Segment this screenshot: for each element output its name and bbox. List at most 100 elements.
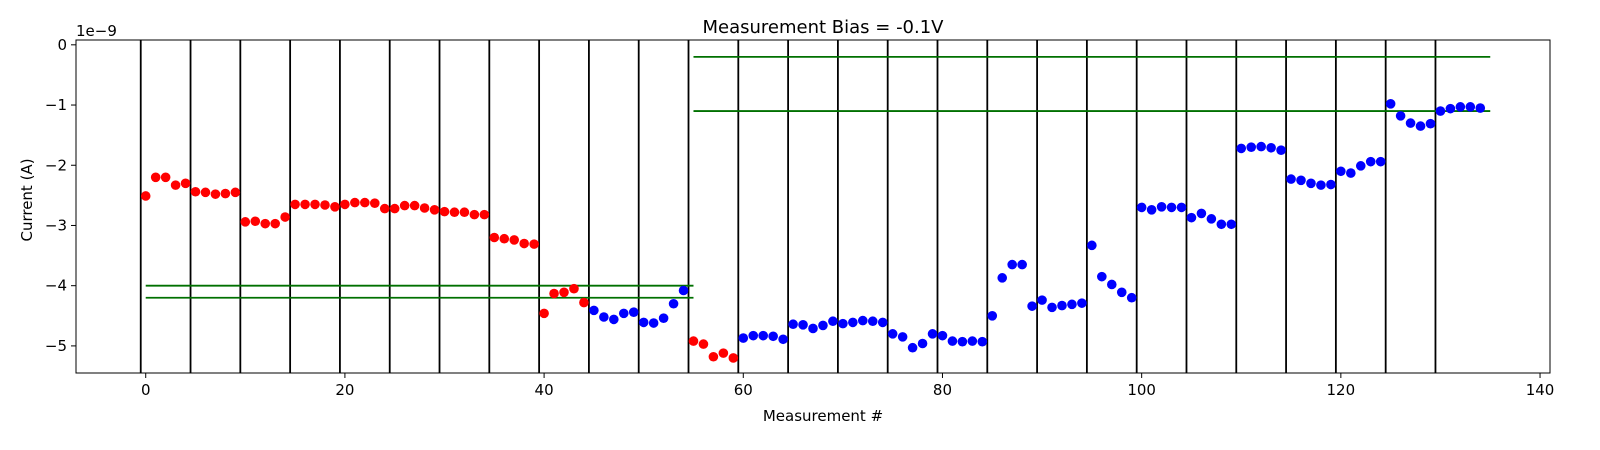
blue-data-point [1196, 208, 1207, 219]
red-data-point [539, 308, 549, 319]
red-data-point [688, 336, 699, 346]
red-data-point [429, 205, 440, 215]
blue-data-point [897, 332, 908, 342]
blue-data-point [1087, 240, 1097, 251]
blue-data-point [1475, 103, 1486, 113]
blue-data-point [917, 338, 928, 349]
blue-data-point [1047, 302, 1057, 313]
red-data-point [718, 348, 729, 358]
blue-data-point [1385, 99, 1396, 109]
red-data-point [399, 200, 410, 211]
threshold-lines [145, 55, 1491, 299]
blue-data-point [828, 316, 838, 327]
blue-data-point [1445, 103, 1456, 114]
blue-data-point [748, 330, 759, 341]
blue-data-point [937, 330, 948, 341]
blue-data-point [1336, 166, 1346, 177]
blue-data-point [1365, 156, 1376, 167]
red-data-point [290, 199, 300, 210]
blue-data-point [977, 336, 988, 347]
red-data-point [379, 203, 390, 214]
red-data-point [150, 172, 161, 183]
blue-data-point [668, 298, 679, 309]
blue-data-point [1375, 156, 1386, 167]
red-data-point [250, 216, 261, 227]
red-data-point [489, 232, 500, 243]
red-data-point [320, 200, 330, 210]
blue-data-point [1206, 214, 1217, 224]
blue-data-point [867, 316, 878, 327]
blue-data-point [599, 312, 609, 322]
x-tick-label: 60 [734, 381, 753, 399]
red-data-point [200, 187, 211, 198]
blue-data-point [778, 334, 788, 345]
blue-data-point [1425, 118, 1436, 129]
blue-data-point [967, 336, 978, 346]
blue-data-point [1146, 205, 1157, 215]
red-data-point [220, 188, 231, 199]
red-data-point [330, 202, 340, 212]
blue-data-point [818, 320, 828, 331]
red-data-point [350, 197, 360, 208]
y-tick-label: −3 [45, 216, 67, 234]
plot-frame [75, 39, 1551, 374]
y-tick-label: −1 [45, 96, 67, 114]
red-data-point [459, 207, 470, 218]
red-data-point [529, 239, 539, 249]
blue-data-point [887, 329, 898, 339]
y-offset-label: 1e−9 [76, 22, 117, 40]
red-data-point [419, 203, 430, 213]
x-tick-label: 120 [1327, 381, 1356, 399]
blue-data-point [1106, 279, 1117, 290]
blue-data-point [658, 313, 669, 324]
red-data-point [549, 288, 559, 299]
blue-data-point [1017, 259, 1027, 270]
y-tick-label: −4 [45, 277, 67, 295]
red-data-point [708, 351, 719, 362]
x-axis: 0 20 40 60 80 100 120 140 [141, 373, 1554, 399]
blue-data-point [1405, 118, 1416, 128]
red-data-point [469, 209, 480, 220]
red-data-point [240, 217, 251, 227]
red-data-point [559, 287, 569, 298]
red-data-point [170, 180, 181, 190]
red-data-point [160, 172, 171, 183]
y-tick-label: 0 [57, 36, 67, 54]
blue-data-point [1326, 179, 1336, 190]
red-data-point [260, 218, 271, 229]
blue-data-point [738, 333, 749, 343]
blue-data-point [1435, 106, 1446, 116]
blue-data-point [1176, 202, 1187, 213]
red-data-point [230, 187, 241, 198]
blue-data-point [907, 342, 918, 353]
blue-data-point [589, 305, 599, 316]
blue-data-point [1395, 111, 1406, 121]
red-data-point [340, 199, 350, 210]
red-data-point [180, 178, 191, 189]
blue-data-point [1057, 300, 1067, 311]
red-data-point [409, 200, 420, 211]
red-data-point [728, 353, 739, 363]
red-data-point [140, 191, 151, 201]
blue-data-point [638, 317, 649, 328]
blue-data-point [987, 310, 998, 321]
x-tick-label: 100 [1127, 381, 1156, 399]
blue-data-point [798, 320, 808, 330]
blue-data-point [957, 336, 968, 347]
blue-data-point [1316, 180, 1326, 190]
y-tick-label: −2 [45, 156, 67, 174]
blue-data-point [838, 318, 848, 329]
blue-data-point [1166, 202, 1177, 213]
x-tick-label: 40 [535, 381, 554, 399]
y-tick-label: −5 [45, 337, 67, 355]
x-axis-label: Measurement # [763, 407, 883, 425]
blue-data-point [758, 330, 769, 341]
blue-data-point [1306, 178, 1316, 189]
blue-data-point [1027, 301, 1037, 311]
x-tick-label: 20 [335, 381, 354, 399]
blue-data-point [1136, 202, 1147, 213]
blue-data-point [857, 315, 868, 326]
blue-data-point [848, 317, 858, 328]
red-data-point [280, 212, 290, 222]
